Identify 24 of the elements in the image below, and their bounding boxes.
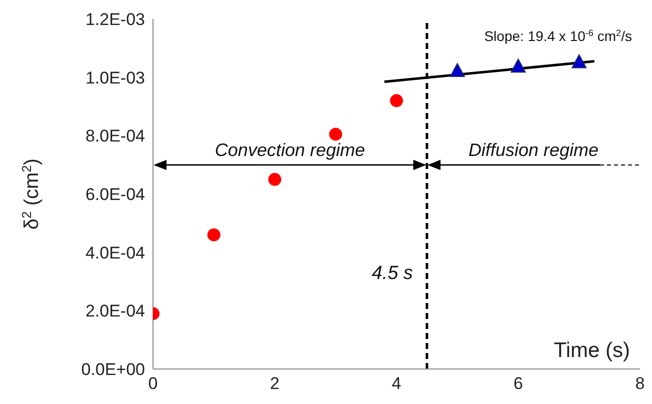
ref-line-label: 4.5 s [372, 263, 414, 284]
annotation: Convection regime [214, 140, 366, 160]
x-tick-label: 0 [148, 374, 158, 394]
y-tick-label: 1.0E-03 [85, 68, 145, 88]
y-tick-label: 6.0E-04 [85, 185, 145, 204]
point [510, 58, 526, 73]
y-tick-label: 8.0E-04 [85, 126, 145, 146]
y-tick-label: 1.2E-03 [85, 10, 145, 30]
y-tick-label: 0.0E+00 [81, 360, 145, 380]
x-tick-label: 6 [514, 374, 523, 394]
annotation: Slope: 19.4 x 10$^{-6}$ cm$^{2}$/s [484, 28, 632, 44]
point [572, 54, 587, 68]
point [207, 228, 220, 242]
point [268, 172, 282, 186]
x-tick-label: 2 [270, 374, 280, 394]
annotation: Diffusion regime [468, 140, 598, 160]
x-axis-title: Time (s) [554, 339, 630, 362]
x-tick-label: 4 [392, 374, 402, 394]
point [450, 63, 465, 77]
y-tick-label: 2.0E-04 [85, 302, 145, 321]
point [390, 94, 403, 108]
point [329, 128, 342, 141]
x-tick-label: 8 [635, 374, 645, 394]
y-tick-label: 4.0E-04 [85, 243, 145, 262]
